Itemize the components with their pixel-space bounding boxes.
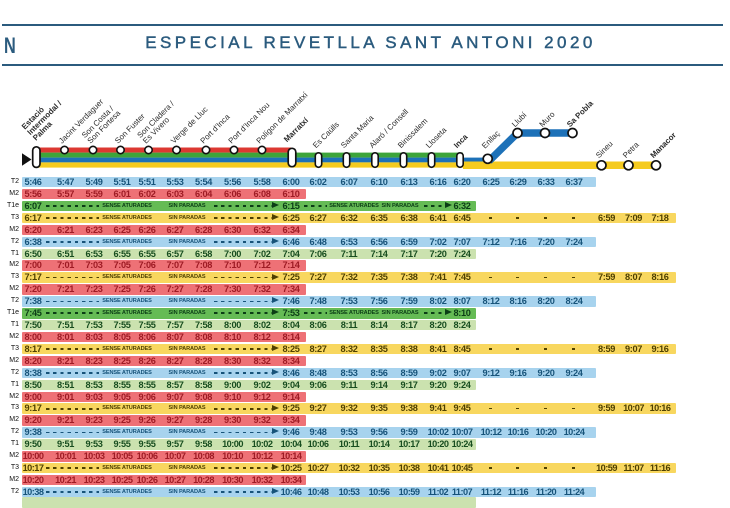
svg-text:Muro: Muro bbox=[538, 109, 558, 129]
svg-text:Inca: Inca bbox=[452, 132, 470, 150]
svg-text:N: N bbox=[4, 37, 16, 56]
svg-text:Petra: Petra bbox=[621, 140, 641, 160]
svg-text:Es Caülls: Es Caülls bbox=[311, 120, 341, 150]
svg-text:Sa Pobla: Sa Pobla bbox=[565, 99, 595, 129]
svg-text:Llubí: Llubí bbox=[510, 110, 529, 129]
svg-text:Lloseta: Lloseta bbox=[424, 125, 449, 150]
svg-text:Manacor: Manacor bbox=[649, 131, 678, 160]
svg-text:Sineu: Sineu bbox=[594, 139, 615, 160]
